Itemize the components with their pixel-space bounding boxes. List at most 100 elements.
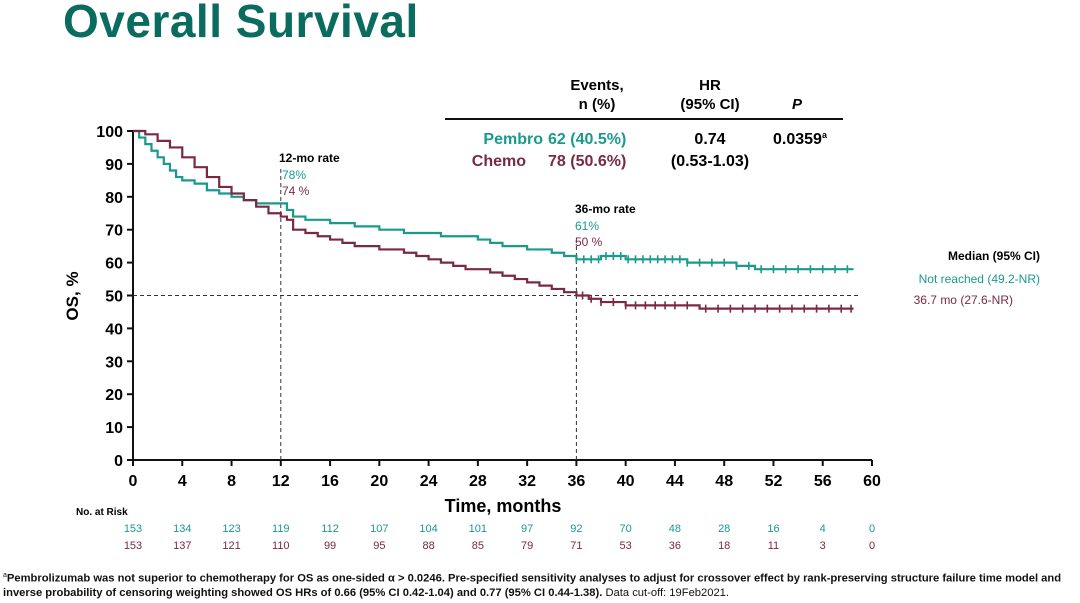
risk-value: 70 <box>620 523 632 535</box>
y-tick-label: 50 <box>105 289 123 306</box>
hr-ci-value: (0.53-1.03) <box>671 153 749 170</box>
rate-annotations: 12-mo rate 78% 74 % 36-mo rate 61% 50 % <box>279 151 636 249</box>
curve-pembro <box>133 129 854 271</box>
risk-value: 18 <box>718 540 730 552</box>
risk-value: 88 <box>422 540 434 552</box>
risk-value: 119 <box>272 523 290 535</box>
risk-row-chemo: 153 137 121 110 99 95 88 85 79 71 53 36 18 11 3 0 <box>124 540 875 552</box>
risk-value: 104 <box>419 523 437 535</box>
pembro-events: 62 (40.5%) <box>548 131 626 148</box>
survival-curves <box>133 129 854 313</box>
events-header-2: n (%) <box>579 96 616 113</box>
x-tick-label: 40 <box>617 473 635 490</box>
chemo-arm-label: Chemo <box>472 153 526 170</box>
rate36-chemo: 50 % <box>575 235 603 249</box>
y-tick-label: 60 <box>105 256 123 273</box>
x-tick-label: 48 <box>715 473 733 490</box>
risk-value: 95 <box>373 540 385 552</box>
x-tick-label: 24 <box>420 473 438 490</box>
hr-header-1: HR <box>699 77 721 94</box>
rate12-label: 12-mo rate <box>279 151 340 165</box>
risk-value: 97 <box>521 523 533 535</box>
risk-value: 0 <box>869 540 875 552</box>
axes <box>132 131 872 461</box>
risk-row-pembro: 153 134 123 119 112 107 104 101 97 92 70 48 28 16 4 0 <box>124 523 875 535</box>
x-tick-label: 16 <box>321 473 339 490</box>
footnote-plain-text: Data cut-off: 19Feb2021. <box>602 587 730 600</box>
p-header: P <box>792 96 803 113</box>
risk-value: 11 <box>768 540 779 552</box>
curve-chemo <box>133 129 854 310</box>
footnote-marker: a <box>3 572 7 579</box>
reference-lines <box>133 166 860 460</box>
rate36-label: 36-mo rate <box>575 202 636 216</box>
risk-value: 48 <box>669 523 681 535</box>
y-tick-label: 30 <box>105 354 123 371</box>
risk-value: 112 <box>321 523 339 535</box>
footnote-bold-text: Pembrolizumab was not superior to chemot… <box>3 572 1062 600</box>
x-tick-label: 4 <box>178 473 187 490</box>
x-tick-label: 32 <box>518 473 536 490</box>
risk-value: 101 <box>469 523 487 535</box>
chemo-events: 78 (50.6%) <box>548 153 626 170</box>
x-tick-label: 44 <box>666 473 684 490</box>
y-axis-label: OS, % <box>63 271 82 320</box>
risk-value: 85 <box>472 540 484 552</box>
rate36-pembro: 61% <box>575 219 599 233</box>
risk-value: 53 <box>620 540 632 552</box>
risk-value: 123 <box>222 523 240 535</box>
hr-value: 0.74 <box>694 131 725 148</box>
risk-value: 79 <box>521 540 533 552</box>
risk-value: 16 <box>767 523 779 535</box>
risk-value: 137 <box>173 540 191 552</box>
risk-value: 71 <box>570 540 582 552</box>
risk-value: 99 <box>324 540 336 552</box>
y-tick-label: 20 <box>105 387 123 404</box>
x-tick-label: 52 <box>765 473 783 490</box>
x-tick-label: 56 <box>814 473 832 490</box>
risk-label: No. at Risk <box>76 507 128 518</box>
risk-value: 153 <box>124 523 142 535</box>
rate12-pembro: 78% <box>282 168 306 182</box>
risk-value: 92 <box>570 523 582 535</box>
risk-value: 110 <box>272 540 290 552</box>
x-tick-label: 60 <box>863 473 881 490</box>
rate12-chemo: 74 % <box>282 184 310 198</box>
median-chemo: 36.7 mo (27.6-NR) <box>914 293 1013 307</box>
risk-value: 36 <box>669 540 681 552</box>
risk-value: 153 <box>124 540 142 552</box>
y-tick-label: 100 <box>96 124 123 141</box>
x-axis-label: Time, months <box>445 496 562 516</box>
median-header: Median (95% CI) <box>948 249 1040 263</box>
risk-value: 0 <box>869 523 875 535</box>
hr-header-2: (95% CI) <box>680 96 739 113</box>
risk-value: 3 <box>820 540 826 552</box>
x-tick-label: 28 <box>469 473 487 490</box>
x-tick-label: 8 <box>227 473 236 490</box>
risk-value: 28 <box>718 523 730 535</box>
footnote: aPembrolizumab was not superior to chemo… <box>3 569 1078 601</box>
p-value: 0.0359a <box>773 130 828 148</box>
risk-value: 134 <box>173 523 191 535</box>
median-legend: Median (95% CI) Not reached (49.2-NR) 36… <box>914 249 1040 307</box>
y-tick-label: 90 <box>105 157 123 174</box>
x-tick-label: 12 <box>272 473 290 490</box>
x-ticks: 0 4 8 12 16 20 24 28 32 36 40 44 48 52 56 60 <box>129 460 881 490</box>
x-tick-label: 0 <box>129 473 138 490</box>
x-tick-label: 36 <box>568 473 586 490</box>
median-pembro: Not reached (49.2-NR) <box>919 272 1040 286</box>
pembro-arm-label: Pembro <box>483 131 543 148</box>
km-chart: Events, n (%) HR (95% CI) P Pembro 62 (4… <box>63 77 1040 552</box>
summary-table: Events, n (%) HR (95% CI) P Pembro 62 (4… <box>445 77 843 170</box>
y-tick-label: 80 <box>105 190 123 207</box>
x-tick-label: 20 <box>370 473 388 490</box>
risk-value: 121 <box>222 540 240 552</box>
events-header-1: Events, <box>570 77 623 94</box>
y-tick-label: 0 <box>114 453 123 470</box>
page-title: Overall Survival <box>63 0 419 47</box>
risk-value: 4 <box>820 523 826 535</box>
risk-value: 107 <box>370 523 388 535</box>
y-tick-label: 40 <box>105 321 123 338</box>
y-tick-label: 70 <box>105 223 123 240</box>
y-ticks: 0 10 20 30 40 50 60 70 80 90 100 <box>96 124 133 470</box>
